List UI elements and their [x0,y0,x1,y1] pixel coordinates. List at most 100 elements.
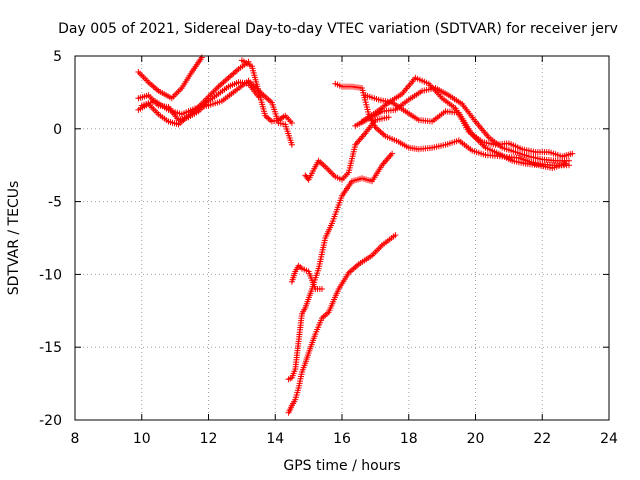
data-point [454,107,457,110]
data-point [327,311,330,314]
data-point [444,144,447,146]
series-markers [238,57,295,126]
data-point [341,178,343,181]
data-point [371,254,373,257]
data-point [391,152,393,155]
data-point [181,113,183,116]
data-point [137,71,140,73]
data-point [257,90,260,92]
data-point [140,104,143,107]
data-point [561,155,564,158]
data-point [361,87,363,89]
data-point [471,149,473,152]
data-point [317,267,320,270]
data-point [227,77,230,79]
data-point [314,288,317,290]
data-point [394,109,397,111]
data-point [154,100,156,102]
data-point [374,126,377,129]
x-tick-labels: 8 10 12 14 16 18 20 22 24 [71,431,618,447]
series-arc-11 [352,85,572,164]
data-point [354,144,357,146]
data-point [401,93,403,95]
data-point [237,68,240,70]
data-point [361,120,363,123]
data-point [384,135,387,137]
data-point [251,65,253,67]
data-point [404,110,407,113]
series-arc-5 [238,57,295,126]
y-tick-label: -10 [39,267,62,283]
data-point [364,132,367,134]
data-point [287,378,290,381]
data-point [518,157,520,159]
data-point [381,164,383,166]
data-point [314,165,317,168]
data-point [167,109,170,111]
data-point [264,114,267,117]
data-point [194,107,196,110]
data-point [448,94,450,97]
x-tick-label: 10 [133,431,151,447]
data-point [351,85,353,88]
chart-title: Day 005 of 2021, Sidereal Day-to-day VTE… [58,21,618,37]
data-point [541,158,544,161]
data-point [277,119,280,121]
data-point [514,151,517,153]
data-point [458,111,460,114]
y-tick-labels: -20 -15 -10 -5 0 5 [39,49,62,429]
axis-ticks [74,55,610,421]
data-point [301,371,303,373]
data-point [291,280,293,283]
data-point [284,114,287,117]
data-point [291,376,293,379]
data-point [407,98,410,101]
data-point [170,97,173,100]
data-point [394,234,397,236]
data-point [538,164,540,166]
data-point [488,136,490,139]
data-point [498,152,500,155]
data-point [568,164,570,166]
data-point [191,71,193,73]
data-point [287,411,290,414]
data-point [511,160,514,162]
data-point [187,114,190,117]
data-point [571,152,574,155]
data-point [181,87,183,89]
data-point [291,404,293,407]
series-arc-9 [302,114,392,183]
data-point [217,93,220,95]
data-point [334,176,337,178]
data-point [357,263,360,266]
data-point [321,288,323,290]
data-point [461,103,463,105]
data-point [197,110,200,113]
data-point [554,160,557,162]
data-point [494,144,497,146]
data-point [367,113,370,116]
data-point [241,59,243,62]
series-arc-7 [285,150,396,383]
series-line [137,57,203,100]
data-point [177,123,180,126]
data-point [271,101,273,104]
data-point [291,122,293,124]
data-point [331,222,333,225]
data-point [294,368,297,370]
data-point [257,95,260,98]
data-series [135,54,576,416]
data-point [137,97,140,100]
data-point [207,95,210,98]
data-point [307,178,310,181]
x-tick-label: 20 [467,431,485,447]
data-point [471,133,473,136]
data-point [297,387,300,389]
y-tick-label: -15 [39,340,62,356]
data-point [534,151,537,153]
data-point [521,148,524,150]
data-point [484,146,487,149]
data-point [221,100,223,102]
data-point [234,90,236,92]
